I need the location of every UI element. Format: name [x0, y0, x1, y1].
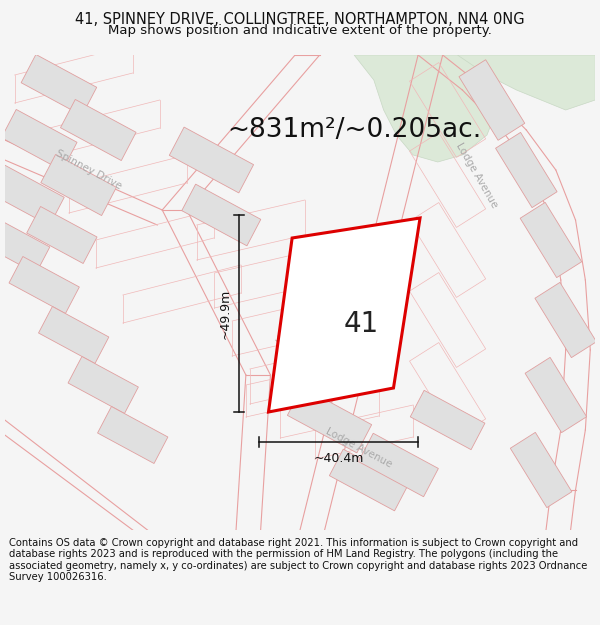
Polygon shape	[354, 55, 497, 162]
Polygon shape	[21, 54, 97, 116]
Polygon shape	[9, 256, 79, 314]
Text: Spinney Drive: Spinney Drive	[54, 148, 123, 192]
Polygon shape	[525, 357, 587, 432]
Text: 41: 41	[344, 310, 379, 338]
Polygon shape	[169, 127, 254, 193]
Text: Contains OS data © Crown copyright and database right 2021. This information is : Contains OS data © Crown copyright and d…	[9, 538, 587, 582]
Polygon shape	[0, 216, 50, 274]
Polygon shape	[182, 184, 261, 246]
Polygon shape	[459, 60, 525, 140]
Polygon shape	[329, 449, 409, 511]
Polygon shape	[1, 109, 77, 171]
Polygon shape	[496, 132, 557, 208]
Text: 41, SPINNEY DRIVE, COLLINGTREE, NORTHAMPTON, NN4 0NG: 41, SPINNEY DRIVE, COLLINGTREE, NORTHAMP…	[75, 12, 525, 27]
Polygon shape	[0, 164, 64, 226]
Polygon shape	[27, 206, 97, 264]
Polygon shape	[61, 99, 136, 161]
Polygon shape	[457, 55, 595, 110]
Text: ~49.9m: ~49.9m	[219, 288, 232, 339]
Text: Lodge Avenue: Lodge Avenue	[324, 426, 394, 469]
Text: Spinney Drive: Spinney Drive	[273, 333, 343, 377]
Polygon shape	[511, 432, 572, 508]
Text: Lodge Avenue: Lodge Avenue	[454, 141, 500, 209]
Polygon shape	[535, 282, 596, 357]
Text: Map shows position and indicative extent of the property.: Map shows position and indicative extent…	[108, 24, 492, 38]
Polygon shape	[41, 154, 116, 216]
Polygon shape	[520, 202, 581, 278]
Polygon shape	[98, 406, 168, 464]
Polygon shape	[410, 391, 485, 449]
Polygon shape	[38, 306, 109, 364]
Polygon shape	[68, 356, 139, 414]
Polygon shape	[358, 433, 439, 497]
Polygon shape	[269, 218, 420, 412]
Text: ~831m²/~0.205ac.: ~831m²/~0.205ac.	[227, 117, 481, 143]
Polygon shape	[287, 387, 371, 453]
Text: ~40.4m: ~40.4m	[313, 451, 364, 464]
